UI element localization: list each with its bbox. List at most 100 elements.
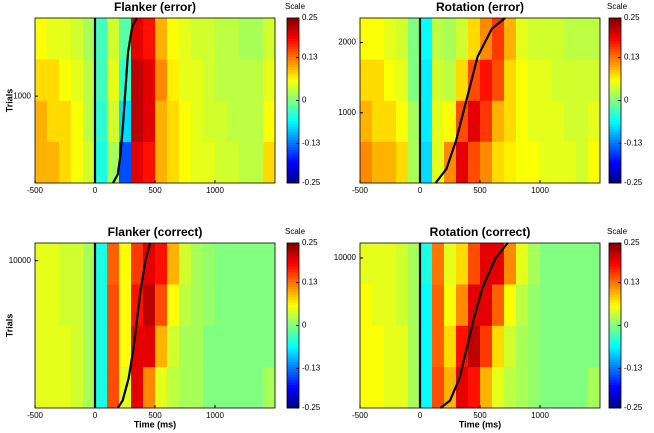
colorbar-slice: [287, 123, 299, 127]
panel: -500 0 500 1000 1000 2000 Rotation (error) -0.2…: [338, 0, 643, 195]
colorbar-slice: [609, 395, 621, 399]
heat-cell: [384, 284, 397, 326]
colorbar-slice: [609, 266, 621, 270]
colorbar-slice: [609, 146, 621, 150]
colorbar-slice: [287, 18, 299, 21]
heat-cell: [131, 100, 144, 143]
heat-cell: [360, 141, 373, 184]
y-axis-label: Trials: [4, 89, 14, 113]
heat-cell: [564, 325, 577, 368]
colorbar-slice: [287, 77, 299, 81]
colorbar-slice: [287, 268, 299, 272]
colorbar-slice: [609, 103, 621, 107]
colorbar-slice: [609, 392, 621, 396]
heat-cell: [420, 243, 433, 285]
heat-cell: [35, 366, 48, 409]
heat-cell: [504, 243, 517, 285]
colorbar-tick-label: 0.25: [624, 13, 640, 22]
y-axis-label: Trials: [4, 314, 14, 338]
heat-cell: [420, 141, 433, 184]
heat-cell: [47, 325, 60, 368]
heat-cell: [372, 59, 385, 101]
heat-cell: [131, 366, 144, 409]
heat-cell: [155, 141, 168, 184]
panel-title: Flanker (correct): [108, 225, 203, 239]
heat-cell: [251, 59, 264, 101]
colorbar-slice: [609, 51, 621, 55]
colorbar-slice: [609, 261, 621, 265]
heat-cell: [83, 18, 96, 60]
colorbar-slice: [287, 92, 299, 96]
colorbar-slice: [287, 95, 299, 99]
x-tick-label: 0: [418, 411, 423, 420]
colorbar-slice: [287, 33, 299, 37]
heat-cell: [251, 100, 264, 143]
heat-cell: [384, 59, 397, 101]
heat-cell: [456, 284, 469, 326]
heat-cell: [468, 59, 481, 101]
x-tick-label: -500: [27, 411, 44, 420]
colorbar-slice: [609, 255, 621, 259]
x-axis-label: Time (ms): [459, 419, 501, 429]
heat-cell: [480, 325, 493, 368]
panel-title: Flanker (error): [114, 0, 196, 14]
colorbar-slice: [287, 82, 299, 86]
heat-cell: [71, 284, 84, 326]
heat-cell: [516, 18, 529, 60]
colorbar-slice: [287, 261, 299, 265]
heat-cell: [47, 100, 60, 143]
colorbar-slice: [609, 144, 621, 148]
colorbar-slice: [609, 243, 621, 246]
heat-cell: [396, 100, 409, 142]
colorbar-slice: [287, 20, 299, 24]
heat-cell: [83, 325, 96, 368]
heat-cell: [576, 243, 589, 285]
heat-cell: [516, 366, 529, 409]
colorbar-slice: [609, 284, 621, 288]
heat-cell: [528, 366, 541, 409]
heat-cell: [576, 59, 589, 101]
heat-cell: [564, 284, 577, 326]
heat-cell: [215, 59, 228, 101]
heat-cell: [552, 100, 565, 142]
heat-cell: [227, 284, 240, 326]
heat-cell: [215, 141, 228, 184]
heat-cell: [167, 284, 180, 326]
colorbar-slice: [609, 307, 621, 311]
heat-cell: [360, 18, 373, 60]
heat-cell: [504, 141, 517, 184]
heat-cell: [444, 243, 457, 285]
rt-curve: [439, 242, 509, 409]
heat-cell: [203, 100, 216, 143]
colorbar-slice: [609, 325, 621, 329]
colorbar-slice: [287, 325, 299, 329]
colorbar-slice: [287, 389, 299, 393]
colorbar-slice: [609, 397, 621, 401]
heat-cell: [384, 18, 397, 60]
y-tick-label: 10000: [334, 253, 357, 262]
colorbar-slice: [609, 100, 621, 104]
colorbar-slice: [287, 162, 299, 166]
colorbar-slice: [609, 54, 621, 58]
colorbar-slice: [287, 100, 299, 104]
colorbar-slice: [287, 56, 299, 60]
colorbar-slice: [287, 141, 299, 145]
heat-cell: [83, 59, 96, 101]
colorbar-slice: [287, 85, 299, 89]
heat-cell: [251, 141, 264, 184]
heat-cell: [131, 141, 144, 184]
heat-cell: [203, 284, 216, 326]
colorbar-slice: [287, 28, 299, 32]
colorbar-slice: [287, 69, 299, 73]
colorbar-slice: [609, 177, 621, 181]
heat-cell: [215, 243, 228, 285]
colorbar-slice: [609, 263, 621, 267]
colorbar-slice: [609, 353, 621, 357]
colorbar-slice: [609, 379, 621, 383]
heat-cell: [203, 243, 216, 285]
colorbar-slice: [287, 271, 299, 275]
heat-cell: [155, 284, 168, 326]
heat-cell: [384, 366, 397, 409]
heat-cell: [71, 141, 84, 184]
colorbar-tick-label: 0.25: [302, 13, 318, 22]
